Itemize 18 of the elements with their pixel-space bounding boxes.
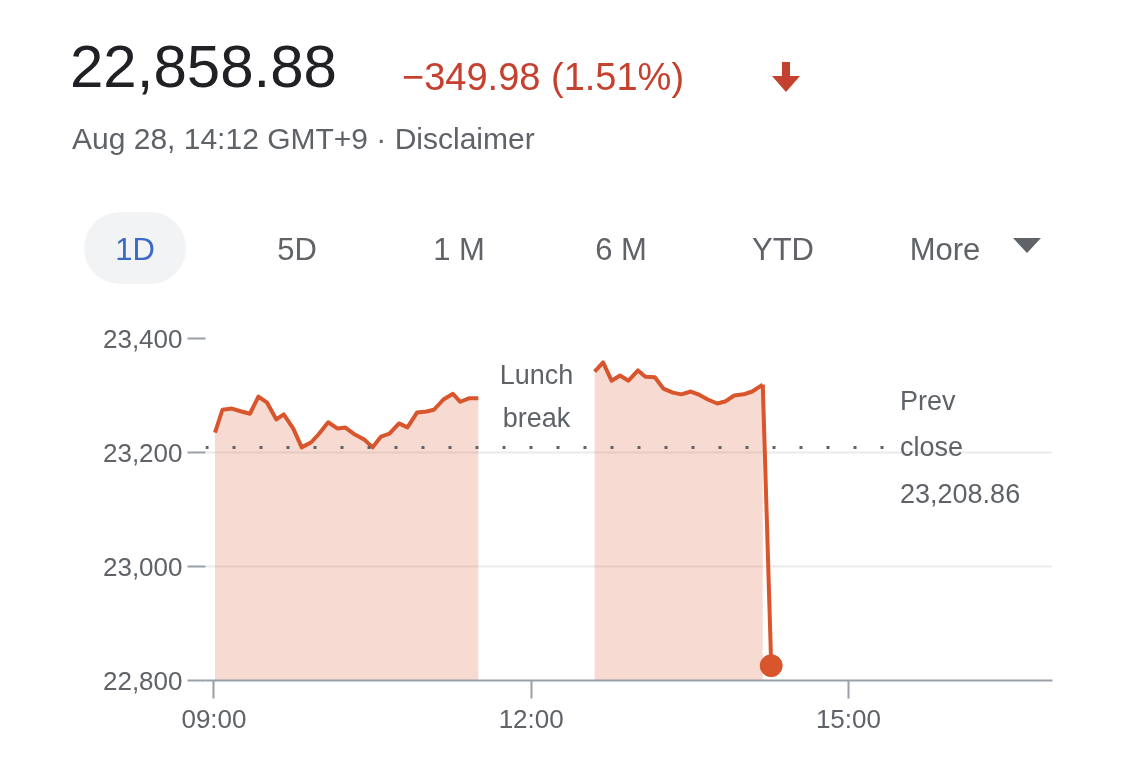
ref-line-label: Prev close 23,208.86 bbox=[900, 385, 1021, 509]
y-tick-label: 23,000 bbox=[102, 551, 183, 582]
chart-title: 22,858.88 bbox=[70, 32, 337, 102]
chart-subtitle: Aug 28, 14:12 GMT+9 · Disclaimer bbox=[72, 121, 535, 157]
x-tick-label: 12:00 bbox=[498, 703, 564, 734]
x-tick-label: 09:00 bbox=[181, 703, 247, 734]
text: YTD bbox=[751, 231, 815, 269]
y-tick-label: 23,400 bbox=[102, 323, 183, 354]
text: 5D bbox=[276, 231, 318, 269]
y-tick-label: 23,200 bbox=[102, 437, 183, 468]
x-tick-label: 15:00 bbox=[815, 703, 881, 734]
text: 1D bbox=[114, 231, 156, 269]
text: 1 M bbox=[432, 231, 486, 269]
y-tick-label: 22,800 bbox=[102, 665, 183, 696]
annotation: Lunch break bbox=[499, 359, 574, 434]
text: 6 M bbox=[594, 231, 648, 269]
text: More bbox=[908, 231, 982, 269]
text: −349.98 (1.51%) bbox=[402, 55, 685, 100]
